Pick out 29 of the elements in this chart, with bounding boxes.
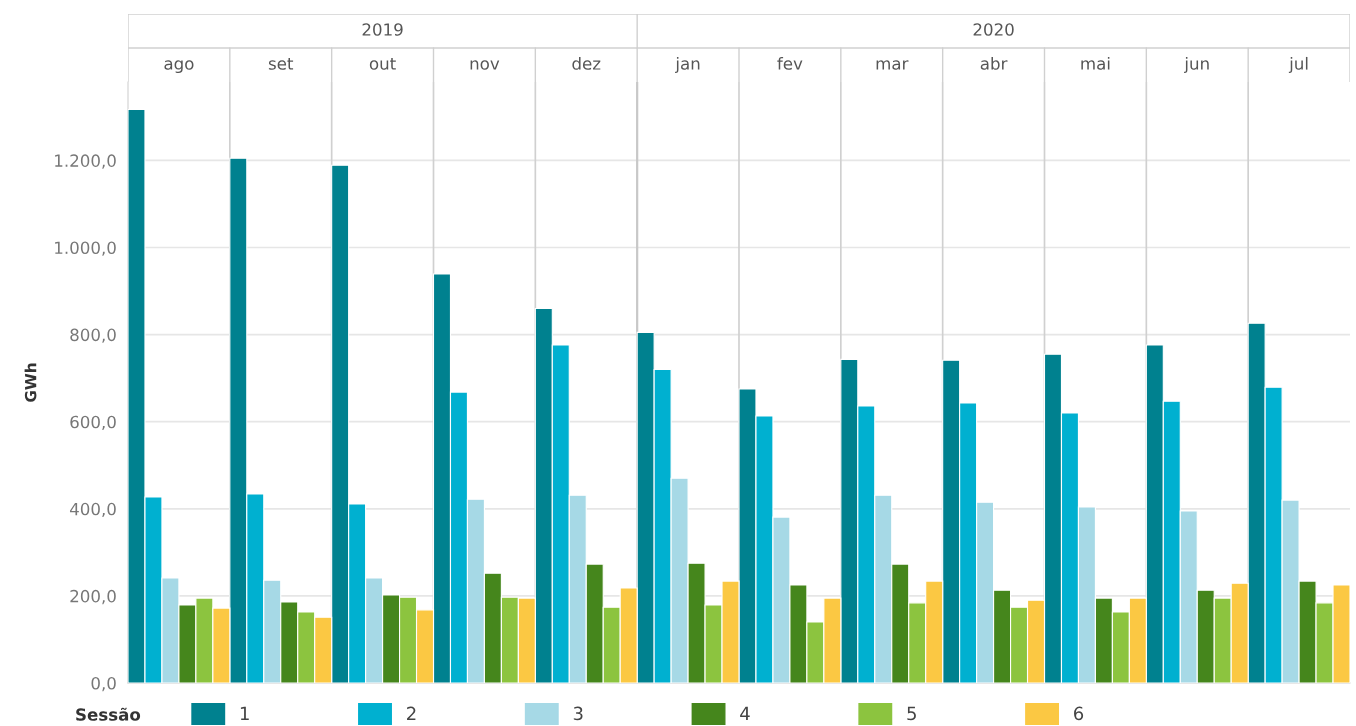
legend-label: 4 — [740, 706, 750, 720]
y-tick-label: 800,0 — [70, 328, 116, 343]
legend-label: 6 — [1074, 706, 1084, 721]
y-tick-label: 1.200,0 — [55, 154, 116, 169]
y-tick-label: 600,0 — [70, 415, 116, 430]
text: 2020 — [973, 23, 1014, 36]
legend-label: 5 — [907, 706, 916, 721]
y-tick-label: 0,0 — [91, 676, 116, 692]
legend-label: 3 — [573, 706, 583, 721]
legend-title: Sessão — [76, 707, 141, 721]
x-tick-label: mai — [1081, 56, 1110, 70]
x-tick-label: fev — [777, 56, 803, 70]
x-tick-label: out — [369, 57, 396, 70]
x-tick-label: abr — [980, 56, 1008, 70]
y-axis-title: GWh — [24, 363, 37, 402]
x-tick-label: jun — [1184, 56, 1209, 74]
legend-label: 1 — [240, 706, 249, 720]
text: 2019 — [362, 23, 403, 36]
x-tick-label: dez — [572, 56, 601, 70]
legend-label: 2 — [407, 706, 416, 720]
x-tick-label: jan — [675, 56, 700, 74]
y-tick-label: 400,0 — [69, 502, 116, 518]
y-tick-label: 1.000,0 — [55, 241, 116, 256]
x-tick-label: ago — [164, 60, 194, 74]
x-tick-label: jul — [1288, 56, 1308, 74]
x-tick-label: set — [268, 57, 294, 70]
y-tick-label: 200,0 — [70, 589, 116, 605]
x-tick-label: mar — [876, 60, 909, 70]
x-tick-label: nov — [470, 60, 500, 70]
